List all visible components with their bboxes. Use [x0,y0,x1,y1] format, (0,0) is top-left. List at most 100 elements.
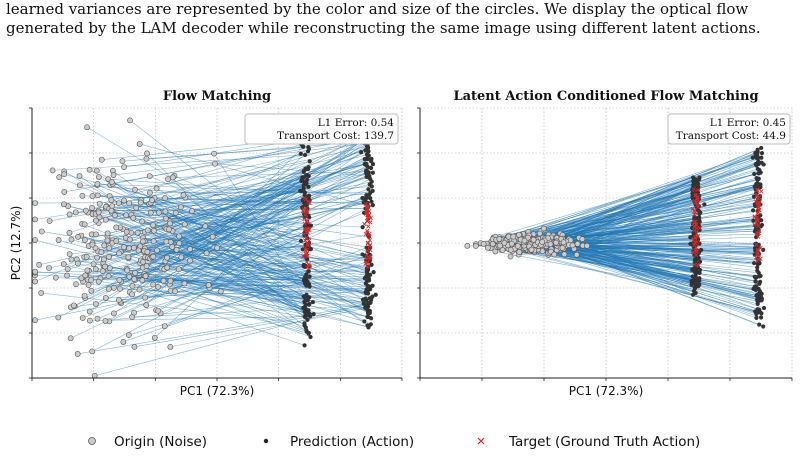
origin-point [32,200,38,207]
transport-lines [34,120,376,377]
prediction-point [752,171,757,177]
origin-point [92,301,99,307]
origin-point [139,238,146,245]
origin-point [136,141,143,147]
transport-line [74,145,368,307]
target-point [755,187,760,192]
origin-point [110,310,117,317]
origin-point [154,247,160,254]
transport-line [126,231,372,319]
prediction-point [302,299,307,304]
target-point [756,228,762,234]
origin-point [153,185,160,192]
origin-point [81,221,88,228]
target-point [692,240,698,245]
prediction-point [368,196,373,201]
transport-line [153,241,367,269]
transport-line [513,187,760,237]
transport-line [89,316,311,321]
target-point [303,212,308,217]
origin-point [573,251,580,258]
origin-point [485,244,491,251]
origin-point [178,254,185,261]
annotation-box [667,113,791,145]
transport-line [67,201,364,270]
annotation-box [244,113,399,145]
origin-point [127,117,133,124]
transport-line [113,287,305,302]
origin-point [130,215,137,221]
target-point [365,264,370,269]
origin-point [98,156,105,163]
origin-point [56,174,63,181]
annotation-l1-error: L1 Error: 0.54 [318,117,395,129]
transport-line [160,249,303,314]
transport-line [92,204,374,352]
target-point [365,240,370,245]
origin-point [117,285,123,292]
x-axis-label: PC1 (72.3%) [569,384,644,398]
transport-line [191,210,369,252]
origin-point [60,261,67,267]
panel-title: Latent Action Conditioned Flow Matching [453,89,758,104]
origin-point [76,182,83,189]
prediction-point [367,308,372,313]
origin-point [514,243,521,249]
origin-point [76,173,83,179]
origin-point [129,291,135,298]
origin-points [32,117,224,379]
transport-line [139,143,369,207]
target-point [305,226,311,231]
origin-point [166,226,172,233]
origin-point [67,335,74,342]
origin-point [167,343,174,350]
target-point [755,211,760,216]
target-point [692,220,697,225]
y-axis-label: PC2 (12.7%) [9,206,23,281]
prediction-point [761,247,766,252]
origin-point [212,160,218,167]
target-point [368,215,373,221]
prediction-point [301,144,306,149]
prediction-point [757,322,762,327]
origin-point [102,295,109,301]
prediction-point [369,199,374,204]
transport-line [555,226,761,243]
origin-point [105,286,112,292]
origin-point [167,220,173,227]
transport-line [118,202,369,238]
origin-point [173,246,180,253]
transport-line [153,256,369,318]
prediction-point [758,273,763,278]
origin-point [142,294,148,301]
transport-line [133,217,371,261]
legend-label-origin: Origin (Noise) [114,434,207,450]
target-point [305,241,310,246]
origin-point [66,211,73,218]
transport-lines [467,147,765,327]
target-point [368,254,373,259]
target-point [755,201,760,206]
panel-flow-matching: Flow Matching PC1 (72.3%) PC2 (12.7%) L1… [9,89,403,398]
target-point [755,196,761,201]
origin-point [139,277,146,284]
legend-item-prediction: Prediction (Action) [263,434,414,450]
origin-point [507,246,514,253]
prediction-point [756,171,761,176]
origin-point [547,241,554,248]
origin-point [155,283,161,290]
target-point [367,212,372,218]
origin-point [113,224,120,231]
target-point [695,187,700,193]
transport-line [94,302,369,377]
transport-line [77,236,366,284]
transport-line [555,237,765,309]
transport-line [128,260,370,336]
origin-point [129,314,135,320]
prediction-point [688,235,693,240]
origin-point [187,257,193,264]
legend-label-target: Target (Ground Truth Action) [508,434,700,450]
transport-line [95,180,302,305]
prediction-point [306,281,312,287]
origin-point [579,236,586,243]
